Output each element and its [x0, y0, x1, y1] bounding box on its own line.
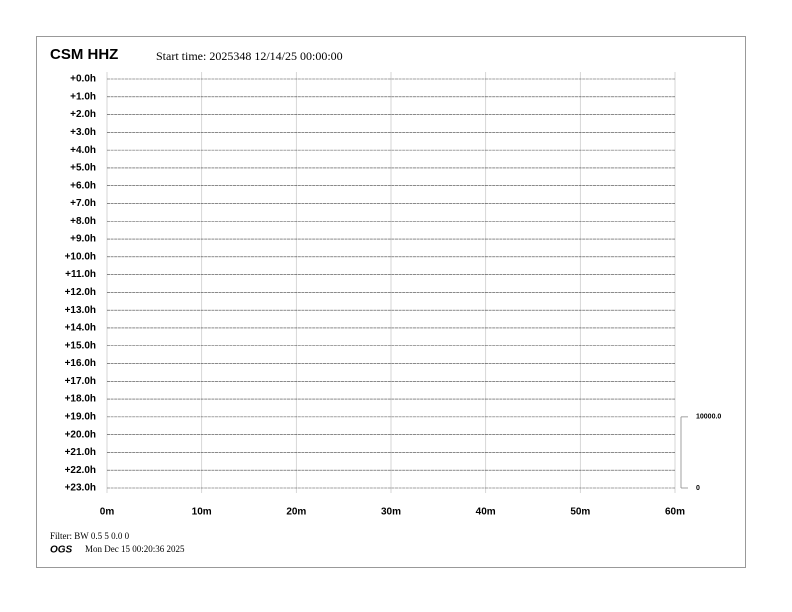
scale-label: 0 — [696, 485, 700, 492]
x-tick-label: 10m — [192, 507, 212, 518]
scale-label: 10000.0 — [696, 414, 721, 421]
row-label: +21.0h — [65, 447, 96, 458]
row-label: +22.0h — [65, 465, 96, 476]
x-tick-label: 50m — [570, 507, 590, 518]
row-label: +2.0h — [70, 109, 96, 120]
timestamp: Mon Dec 15 00:20:36 2025 — [85, 544, 185, 554]
x-tick-label: 40m — [476, 507, 496, 518]
filter-text: Filter: BW 0.5 5 0.0 0 — [50, 531, 130, 541]
row-label: +19.0h — [65, 412, 96, 423]
row-label: +12.0h — [65, 287, 96, 298]
x-tick-label: 30m — [381, 507, 401, 518]
row-label: +18.0h — [65, 394, 96, 405]
row-label: +10.0h — [65, 251, 96, 262]
chart-subtitle: Start time: 2025348 12/14/25 00:00:00 — [156, 49, 343, 63]
agency: OGS — [50, 545, 73, 556]
chart-title: CSM HHZ — [50, 46, 118, 63]
row-label: +11.0h — [65, 269, 96, 280]
row-label: +14.0h — [65, 323, 96, 334]
row-label: +1.0h — [70, 91, 96, 102]
row-label: +7.0h — [70, 198, 96, 209]
row-label: +9.0h — [70, 234, 96, 245]
row-label: +20.0h — [65, 429, 96, 440]
x-tick-label: 0m — [100, 507, 115, 518]
row-label: +16.0h — [65, 358, 96, 369]
row-label: +8.0h — [70, 216, 96, 227]
row-label: +23.0h — [65, 483, 96, 494]
x-tick-label: 20m — [286, 507, 306, 518]
row-label: +13.0h — [65, 305, 96, 316]
row-label: +4.0h — [70, 145, 96, 156]
row-label: +3.0h — [70, 127, 96, 138]
row-label: +6.0h — [70, 180, 96, 191]
row-label: +17.0h — [65, 376, 96, 387]
row-label: +0.0h — [70, 74, 96, 85]
row-label: +5.0h — [70, 163, 96, 174]
frame — [36, 36, 746, 568]
row-label: +15.0h — [65, 340, 96, 351]
x-tick-label: 60m — [665, 507, 685, 518]
